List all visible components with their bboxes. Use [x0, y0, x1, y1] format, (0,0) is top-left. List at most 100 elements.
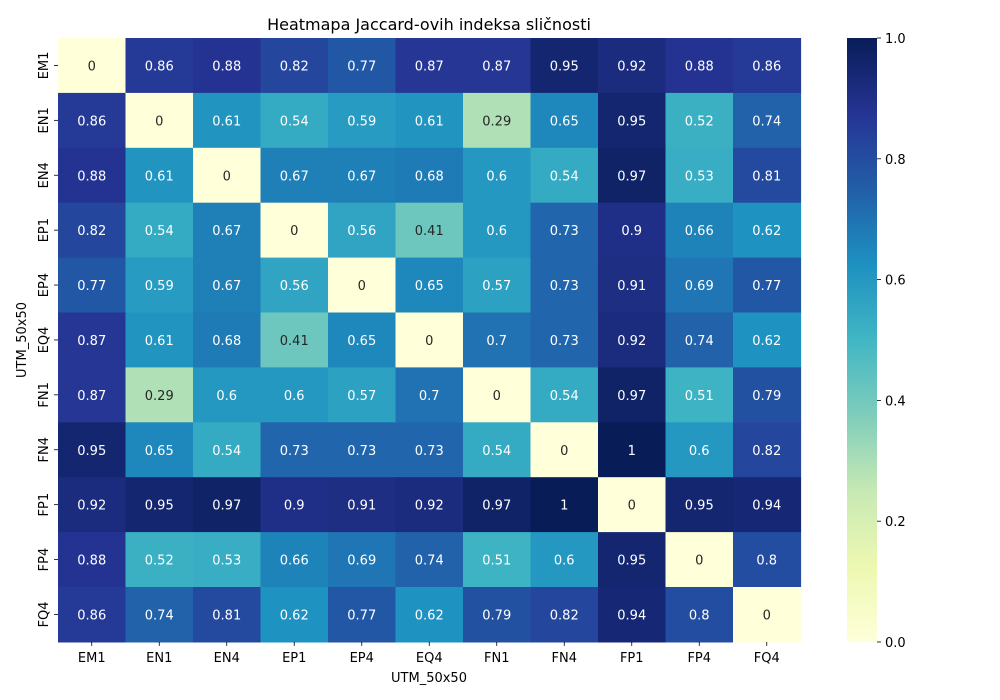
cell-value-label: 0.69 — [347, 554, 376, 569]
cell-value-label: 0.67 — [347, 169, 376, 184]
heatmap-cell-FN1-FN4 — [530, 367, 599, 423]
heatmap-cell-EQ4-FP4 — [665, 312, 734, 368]
heatmap-cell-EN1-EN1 — [125, 92, 194, 149]
heatmap-cell-EP1-FQ4 — [733, 202, 802, 259]
heatmap-cell-EP1-EM1 — [58, 202, 127, 259]
cell-value-label: 0.88 — [77, 169, 106, 184]
heatmap-cell-EN1-EP4 — [328, 92, 397, 149]
cell-value-label: 0.54 — [482, 444, 511, 459]
heatmap-cell-EQ4-EQ4 — [395, 312, 464, 368]
cell-value-label: 0.52 — [145, 554, 174, 569]
x-tick-label-FN4: FN4 — [552, 651, 577, 666]
cell-value-label: 0.61 — [145, 169, 174, 184]
heatmap-cell-EP4-EP1 — [260, 257, 329, 314]
heatmap-cell-EP1-EP4 — [328, 202, 397, 259]
heatmap-cell-EN4-FN4 — [530, 147, 599, 204]
cell-value-label: 0.56 — [280, 279, 309, 294]
cell-value-label: 0.69 — [685, 279, 714, 294]
y-tick-label-EN1: EN1 — [37, 107, 52, 133]
cell-value-label: 0.67 — [212, 224, 241, 239]
cell-value-label: 0.61 — [145, 334, 174, 349]
cell-value-label: 0.87 — [482, 59, 511, 74]
heatmap-cell-FN1-FP1 — [598, 367, 667, 423]
heatmap-cell-FN4-EN1 — [125, 422, 194, 478]
heatmap-cell-EN4-EM1 — [58, 147, 127, 204]
heatmap-cell-FP4-FN4 — [530, 532, 599, 588]
cell-value-label: 0.74 — [685, 334, 714, 349]
cell-value-label: 0.54 — [145, 224, 174, 239]
heatmap-cell-EN4-FN1 — [463, 147, 532, 204]
cell-value-label: 0.8 — [689, 608, 710, 623]
cell-value-label: 0.86 — [77, 114, 106, 129]
heatmap-cell-FP1-FQ4 — [733, 477, 802, 533]
heatmap-cell-FP4-EP1 — [260, 532, 329, 588]
cell-value-label: 0.82 — [77, 224, 106, 239]
heatmap-cell-FQ4-EN1 — [125, 587, 194, 643]
cell-value-label: 0.51 — [482, 554, 511, 569]
cell-value-label: 0 — [763, 608, 771, 623]
heatmap-cell-FN1-EN1 — [125, 367, 194, 423]
cell-value-label: 0.6 — [486, 169, 507, 184]
cell-value-label: 0.53 — [212, 554, 241, 569]
heatmap-cell-EP1-EQ4 — [395, 202, 464, 259]
heatmap-cell-FQ4-FN4 — [530, 587, 599, 643]
y-tick-label-FP1: FP1 — [37, 493, 52, 517]
heatmap-cell-FP1-EP1 — [260, 477, 329, 533]
heatmap-cell-FQ4-FQ4 — [733, 587, 802, 643]
heatmap-cell-FN1-EM1 — [58, 367, 127, 423]
heatmap-cell-FN1-EQ4 — [395, 367, 464, 423]
cell-value-label: 0.82 — [752, 444, 781, 459]
heatmap-cell-FQ4-EN4 — [193, 587, 262, 643]
cell-value-label: 0.91 — [347, 499, 376, 514]
colorbar-tick-label: 0.6 — [885, 274, 906, 289]
heatmap-cell-FN1-FP4 — [665, 367, 734, 423]
heatmap-cell-EN1-EN4 — [193, 92, 262, 149]
x-tick-label-EP1: EP1 — [282, 651, 306, 666]
heatmap-cell-FQ4-EM1 — [58, 587, 127, 643]
x-tick-label-FN1: FN1 — [484, 651, 509, 666]
y-tick-label-FP4: FP4 — [37, 548, 52, 572]
cell-value-label: 0.57 — [347, 389, 376, 404]
cell-value-label: 0.91 — [617, 279, 646, 294]
x-tick-label-EP4: EP4 — [350, 651, 374, 666]
y-tick-label-FQ4: FQ4 — [37, 601, 52, 627]
cell-value-label: 0.77 — [752, 279, 781, 294]
heatmap-cell-FN4-EM1 — [58, 422, 127, 478]
heatmap-cell-EN1-FQ4 — [733, 92, 802, 149]
x-tick-label-FP4: FP4 — [687, 651, 711, 666]
heatmap-cell-EM1-FQ4 — [733, 38, 802, 94]
x-tick-label-FP1: FP1 — [620, 651, 644, 666]
cell-value-label: 0 — [695, 554, 703, 569]
cell-value-label: 0.97 — [617, 169, 646, 184]
heatmap-cell-FN4-FP4 — [665, 422, 734, 478]
y-tick-label-FN1: FN1 — [37, 382, 52, 407]
x-tick-label-EN4: EN4 — [214, 651, 240, 666]
heatmap-cell-FP4-EP4 — [328, 532, 397, 588]
cell-value-label: 0.95 — [550, 59, 579, 74]
heatmap-cell-EP1-FP1 — [598, 202, 667, 259]
cell-value-label: 0.77 — [347, 608, 376, 623]
cell-value-label: 0.86 — [77, 608, 106, 623]
heatmap-cell-FP1-FN1 — [463, 477, 532, 533]
cell-value-label: 0.77 — [77, 279, 106, 294]
heatmap-cell-FP1-EM1 — [58, 477, 127, 533]
heatmap-cell-EQ4-EP1 — [260, 312, 329, 368]
cell-value-label: 0.88 — [685, 59, 714, 74]
heatmap-cell-EP1-FP4 — [665, 202, 734, 259]
heatmap-cell-EQ4-FN4 — [530, 312, 599, 368]
cell-value-label: 0.92 — [77, 499, 106, 514]
cell-value-label: 0.9 — [284, 499, 305, 514]
heatmap-cell-EN4-EN1 — [125, 147, 194, 204]
cell-value-label: 0.62 — [752, 224, 781, 239]
heatmap-cell-EN4-FQ4 — [733, 147, 802, 204]
cell-value-label: 0.52 — [685, 114, 714, 129]
cell-value-label: 0.7 — [486, 334, 507, 349]
heatmap-cell-EP1-FN1 — [463, 202, 532, 259]
heatmap-cell-FP4-EM1 — [58, 532, 127, 588]
heatmap-cell-FQ4-FN1 — [463, 587, 532, 643]
cell-value-label: 0.6 — [486, 224, 507, 239]
heatmap-cell-FP1-EP4 — [328, 477, 397, 533]
heatmap-cell-FQ4-EP4 — [328, 587, 397, 643]
cell-value-label: 0.53 — [685, 169, 714, 184]
